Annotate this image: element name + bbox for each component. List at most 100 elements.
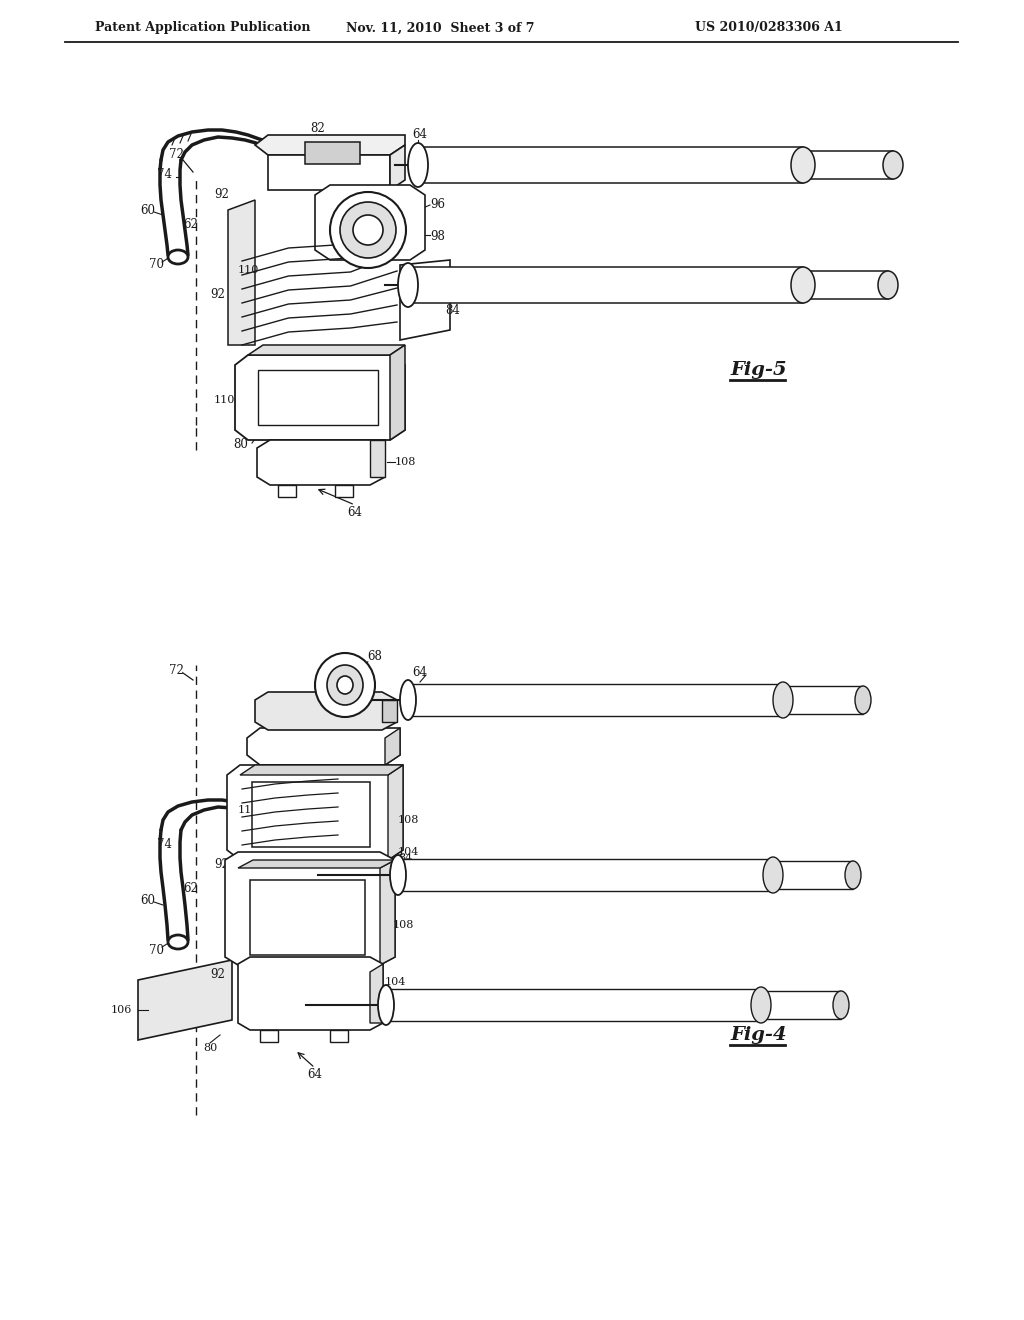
Text: 108: 108 [393, 920, 415, 931]
Polygon shape [761, 991, 841, 1019]
Text: 60: 60 [140, 203, 156, 216]
Text: 104: 104 [419, 696, 440, 705]
Text: 66: 66 [285, 909, 299, 920]
Text: 98: 98 [430, 231, 444, 243]
Polygon shape [390, 345, 406, 440]
Ellipse shape [340, 202, 396, 257]
Polygon shape [380, 861, 395, 965]
Text: 108: 108 [398, 814, 420, 825]
Text: 92: 92 [215, 189, 229, 202]
Polygon shape [238, 957, 383, 1030]
Polygon shape [385, 729, 400, 766]
Text: 92: 92 [211, 969, 225, 982]
Ellipse shape [791, 267, 815, 304]
Bar [330, 1030, 348, 1041]
Polygon shape [386, 989, 761, 1020]
Text: 84: 84 [398, 853, 413, 863]
Text: Patent Application Publication: Patent Application Publication [95, 21, 310, 34]
Text: 60: 60 [140, 894, 156, 907]
Polygon shape [138, 960, 232, 1040]
Text: 70: 70 [150, 944, 165, 957]
Bar [260, 1030, 278, 1041]
Text: 104: 104 [254, 915, 275, 925]
Text: 104: 104 [397, 847, 419, 857]
Polygon shape [388, 766, 403, 861]
Text: 80: 80 [233, 438, 248, 451]
Polygon shape [370, 440, 385, 477]
Text: 80: 80 [203, 1043, 217, 1053]
Ellipse shape [878, 271, 898, 300]
Polygon shape [248, 345, 406, 355]
Ellipse shape [833, 991, 849, 1019]
Bar [250, 880, 365, 954]
Polygon shape [382, 700, 397, 722]
Polygon shape [803, 150, 893, 180]
Polygon shape [240, 766, 403, 775]
Text: 84: 84 [445, 304, 460, 317]
Ellipse shape [168, 249, 188, 264]
Bar [305, 143, 360, 164]
Text: 106: 106 [309, 820, 331, 830]
Ellipse shape [337, 676, 353, 694]
Polygon shape [257, 440, 385, 484]
Text: 104: 104 [397, 867, 419, 876]
Text: 96: 96 [430, 198, 445, 211]
Polygon shape [398, 859, 773, 891]
Ellipse shape [855, 686, 871, 714]
Polygon shape [255, 692, 397, 730]
Ellipse shape [327, 665, 362, 705]
Text: 66: 66 [328, 393, 342, 403]
Polygon shape [773, 861, 853, 888]
Text: 74: 74 [157, 169, 172, 181]
Text: 106: 106 [111, 1005, 132, 1015]
Polygon shape [234, 355, 406, 440]
Polygon shape [408, 684, 783, 715]
Ellipse shape [408, 143, 428, 187]
Polygon shape [400, 260, 450, 341]
Polygon shape [803, 271, 888, 300]
Text: 64: 64 [347, 506, 362, 519]
Ellipse shape [763, 857, 783, 894]
Ellipse shape [398, 263, 418, 308]
Bar [278, 484, 296, 498]
Ellipse shape [315, 653, 375, 717]
Polygon shape [783, 686, 863, 714]
Ellipse shape [773, 682, 793, 718]
Text: 74: 74 [157, 838, 172, 851]
Ellipse shape [378, 985, 394, 1026]
Ellipse shape [845, 861, 861, 888]
Polygon shape [268, 154, 390, 190]
Text: 62: 62 [183, 219, 198, 231]
Text: 110: 110 [214, 395, 234, 405]
Ellipse shape [330, 191, 406, 268]
Polygon shape [227, 766, 403, 861]
Text: Nov. 11, 2010  Sheet 3 of 7: Nov. 11, 2010 Sheet 3 of 7 [346, 21, 535, 34]
Text: 72: 72 [169, 664, 183, 676]
Polygon shape [370, 964, 383, 1023]
Bar [258, 370, 378, 425]
Ellipse shape [353, 215, 383, 246]
Polygon shape [390, 145, 406, 190]
Text: 106: 106 [292, 393, 313, 403]
Polygon shape [238, 861, 395, 869]
Text: 64: 64 [413, 665, 427, 678]
Text: US 2010/0283306 A1: US 2010/0283306 A1 [695, 21, 843, 34]
Text: 108: 108 [395, 457, 417, 467]
Polygon shape [225, 851, 395, 965]
Polygon shape [228, 201, 255, 345]
Bar [252, 781, 370, 847]
Ellipse shape [168, 935, 188, 949]
Polygon shape [408, 267, 803, 304]
Text: 62: 62 [183, 882, 198, 895]
Polygon shape [247, 729, 400, 766]
Ellipse shape [791, 147, 815, 183]
Text: 110: 110 [238, 265, 259, 275]
Ellipse shape [751, 987, 771, 1023]
Polygon shape [418, 147, 803, 183]
Text: 66: 66 [389, 189, 404, 202]
Text: 68: 68 [368, 651, 382, 664]
Text: 92: 92 [211, 289, 225, 301]
Text: Fig-4: Fig-4 [730, 1026, 786, 1044]
Ellipse shape [390, 855, 406, 895]
Text: 66: 66 [286, 810, 300, 820]
